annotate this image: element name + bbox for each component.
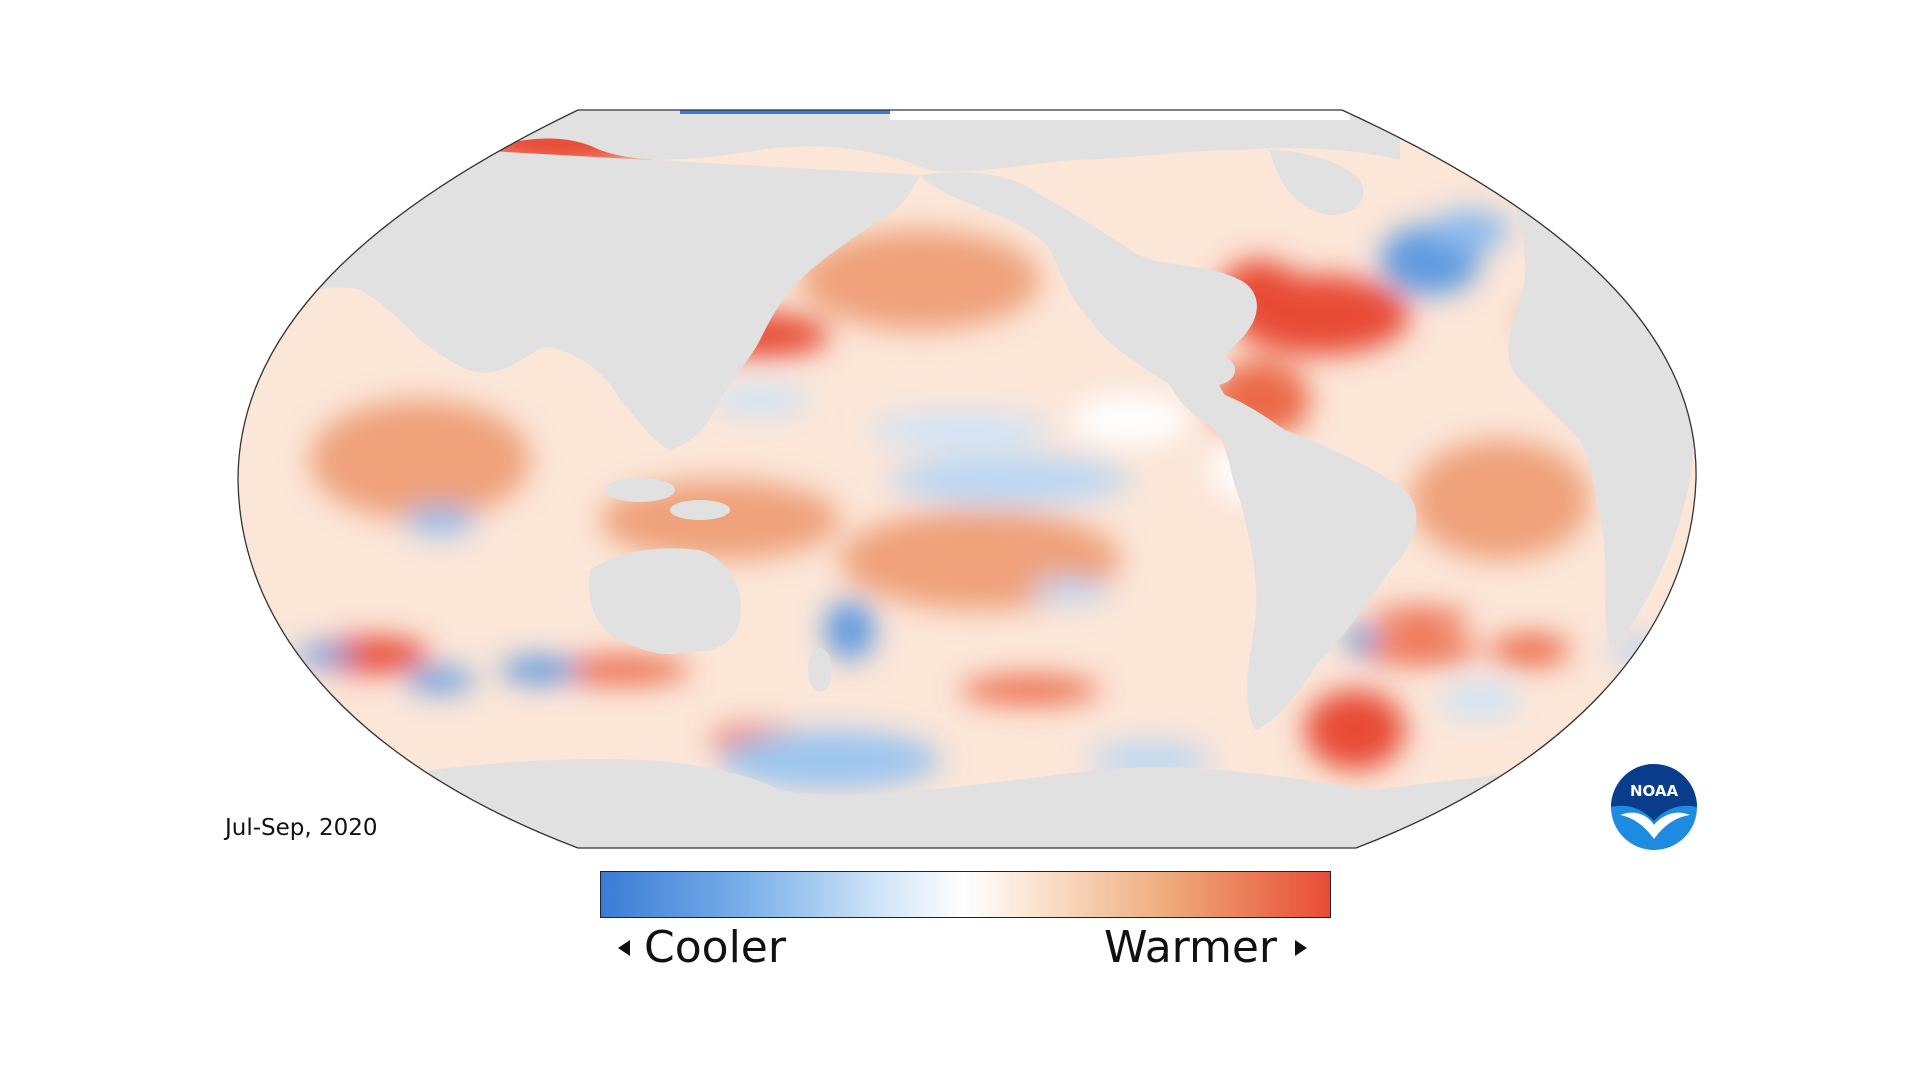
land-asia <box>240 150 920 450</box>
legend-cooler: Cooler <box>618 922 786 973</box>
land-central-america <box>1195 355 1235 385</box>
period-label: Jul-Sep, 2020 <box>225 815 378 841</box>
land-papua <box>670 500 730 520</box>
legend-colorbar <box>600 871 1331 918</box>
map-border <box>237 109 1697 849</box>
land-americas <box>920 172 1417 731</box>
noaa-logo-text: NOAA <box>1630 782 1679 800</box>
left-arrow-icon <box>618 939 630 956</box>
legend-warmer: Warmer <box>1104 922 1307 973</box>
noaa-logo: NOAA <box>1611 764 1697 850</box>
legend-cooler-label: Cooler <box>644 922 786 973</box>
land-antarctica <box>238 758 1697 848</box>
land-new-zealand <box>808 648 832 692</box>
land-greenland <box>1270 150 1364 215</box>
right-arrow-icon <box>1295 939 1307 956</box>
land-indonesia <box>605 478 675 502</box>
land-australia <box>589 548 741 655</box>
legend-warmer-label: Warmer <box>1104 922 1277 973</box>
